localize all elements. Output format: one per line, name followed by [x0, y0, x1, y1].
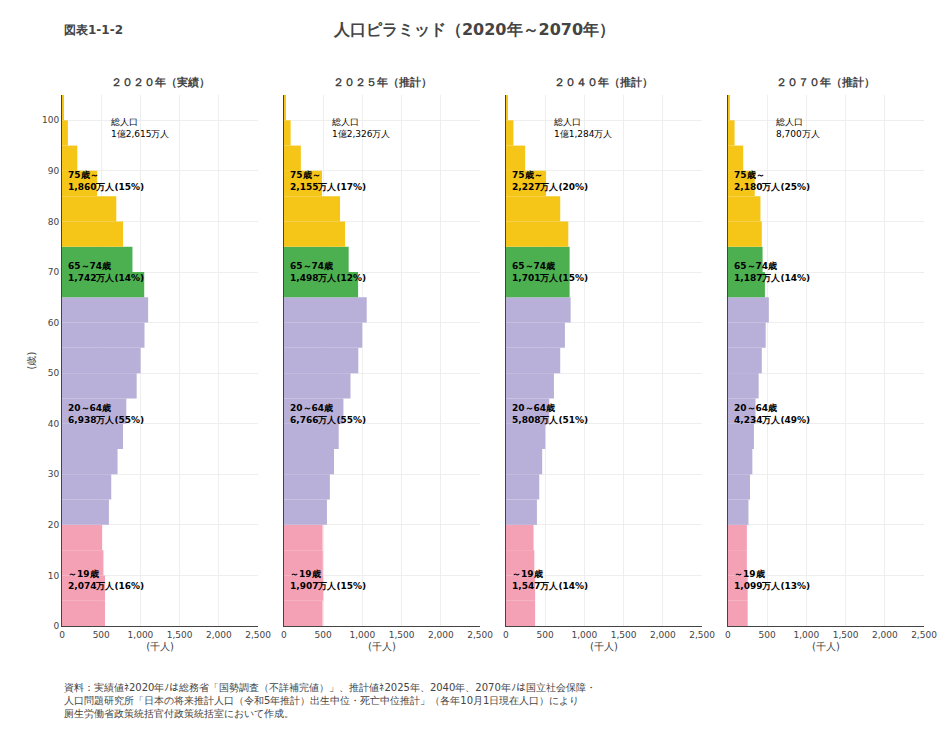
svg-text:50: 50	[48, 368, 60, 378]
svg-text:総人口1億1,284万人: 総人口1億1,284万人	[553, 117, 613, 139]
svg-text:2,500: 2,500	[245, 630, 271, 640]
svg-text:500: 500	[315, 630, 332, 640]
svg-text:30: 30	[48, 469, 60, 479]
svg-text:1,500: 1,500	[833, 630, 859, 640]
svg-text:0: 0	[281, 630, 287, 640]
svg-text:20～64歳6,766万人(55%): 20～64歳6,766万人(55%)	[290, 403, 366, 425]
svg-text:2,000: 2,000	[206, 630, 232, 640]
svg-text:1,000: 1,000	[350, 630, 376, 640]
svg-text:80: 80	[48, 217, 60, 227]
svg-text:40: 40	[48, 419, 60, 429]
svg-text:65～74歳1,498万人(12%): 65～74歳1,498万人(12%)	[290, 261, 366, 283]
svg-text:2,500: 2,500	[911, 630, 937, 640]
svg-text:2,000: 2,000	[872, 630, 898, 640]
svg-text:２０２５年（推計）: ２０２５年（推計）	[333, 76, 432, 89]
svg-text:90: 90	[48, 166, 60, 176]
svg-text:～19歳1,099万人(13%): ～19歳1,099万人(13%)	[734, 569, 810, 591]
svg-text:500: 500	[93, 630, 110, 640]
svg-text:20: 20	[48, 520, 60, 530]
svg-text:75歳～1,860万人(15%): 75歳～1,860万人(15%)	[68, 170, 144, 192]
svg-text:65～74歳1,701万人(15%): 65～74歳1,701万人(15%)	[512, 261, 588, 283]
svg-text:2,000: 2,000	[428, 630, 454, 640]
svg-text:(千人): (千人)	[812, 641, 840, 652]
svg-text:100: 100	[42, 115, 59, 125]
svg-text:図表1-1-2: 図表1-1-2	[64, 23, 123, 37]
svg-text:人口ピラミッド（2020年～2070年）: 人口ピラミッド（2020年～2070年）	[333, 20, 615, 39]
svg-text:～19歳1,907万人(15%): ～19歳1,907万人(15%)	[290, 569, 366, 591]
svg-text:2,000: 2,000	[650, 630, 676, 640]
svg-text:(千人): (千人)	[368, 641, 396, 652]
svg-text:0: 0	[725, 630, 731, 640]
svg-text:資料：実績値ﾈ2020年ﾉは総務省「国勢調査（不詳補完値）」: 資料：実績値ﾈ2020年ﾉは総務省「国勢調査（不詳補完値）」、推計値ﾈ2025年…	[64, 682, 596, 719]
svg-text:２０７０年（推計）: ２０７０年（推計）	[776, 76, 875, 89]
svg-text:1,000: 1,000	[793, 630, 819, 640]
svg-text:60: 60	[48, 318, 60, 328]
svg-text:65～74歳1,742万人(14%): 65～74歳1,742万人(14%)	[68, 261, 144, 283]
svg-text:65～74歳1,187万人(14%): 65～74歳1,187万人(14%)	[734, 261, 810, 283]
svg-text:75歳～2,227万人(20%): 75歳～2,227万人(20%)	[512, 170, 588, 192]
svg-text:75歳～2,180万人(25%): 75歳～2,180万人(25%)	[734, 170, 810, 192]
svg-text:1,000: 1,000	[571, 630, 597, 640]
svg-text:10: 10	[48, 571, 60, 581]
svg-text:75歳～2,155万人(17%): 75歳～2,155万人(17%)	[290, 170, 366, 192]
svg-text:2,500: 2,500	[467, 630, 493, 640]
svg-text:20～64歳6,938万人(55%): 20～64歳6,938万人(55%)	[68, 403, 144, 425]
svg-text:1,500: 1,500	[167, 630, 193, 640]
svg-text:500: 500	[537, 630, 554, 640]
svg-text:～19歳1,547万人(14%): ～19歳1,547万人(14%)	[512, 569, 588, 591]
svg-text:20～64歳4,234万人(49%): 20～64歳4,234万人(49%)	[734, 403, 810, 425]
svg-text:２０２０年（実績）: ２０２０年（実績）	[111, 76, 210, 89]
svg-text:総人口1億2,326万人: 総人口1億2,326万人	[331, 117, 391, 139]
svg-text:総人口8,700万人: 総人口8,700万人	[775, 117, 820, 139]
svg-text:～19歳2,074万人(16%): ～19歳2,074万人(16%)	[68, 569, 144, 591]
svg-text:２０４０年（推計）: ２０４０年（推計）	[554, 76, 653, 89]
svg-text:(千人): (千人)	[590, 641, 618, 652]
svg-text:70: 70	[48, 267, 60, 277]
svg-text:0: 0	[503, 630, 509, 640]
svg-text:1,500: 1,500	[389, 630, 415, 640]
svg-text:2,500: 2,500	[689, 630, 715, 640]
svg-text:1,000: 1,000	[128, 630, 154, 640]
svg-text:総人口1億2,615万人: 総人口1億2,615万人	[110, 117, 170, 139]
svg-text:(千人): (千人)	[146, 641, 174, 652]
svg-text:500: 500	[759, 630, 776, 640]
svg-text:0: 0	[53, 621, 59, 631]
svg-text:1,500: 1,500	[611, 630, 637, 640]
svg-text:20～64歳5,808万人(51%): 20～64歳5,808万人(51%)	[512, 403, 588, 425]
svg-text:0: 0	[59, 630, 65, 640]
svg-text:(歳): (歳)	[26, 352, 37, 370]
